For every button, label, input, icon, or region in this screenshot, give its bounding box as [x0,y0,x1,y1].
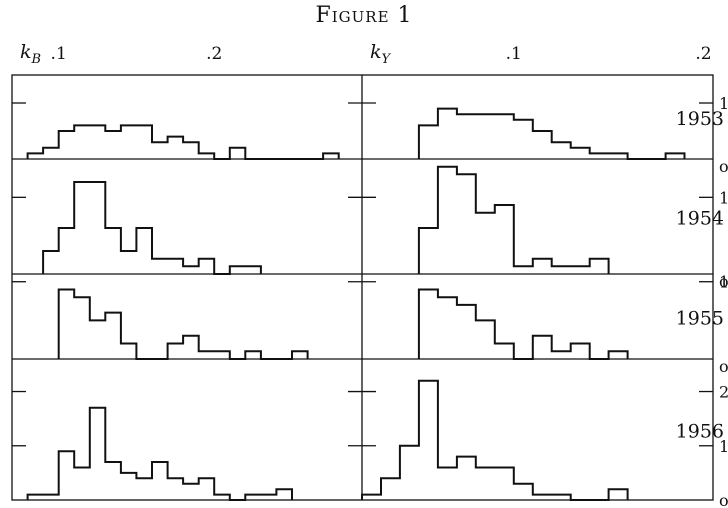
y-tick-label-1954: o [719,272,728,291]
x-tick-label-kB: .1 [51,44,67,64]
histogram-kY-1954 [417,165,610,274]
histogram-kY-1955 [417,288,629,360]
x-axis-label-kY: kY [370,41,392,67]
y-tick-label-1955: 10 [719,273,728,292]
year-label-1955: 1955 [676,308,724,330]
histogram-kB-1956 [26,406,293,501]
y-tick-label-1953: o [719,157,728,176]
year-label-1954: 1954 [676,208,724,230]
x-axis-label-kB: kB [20,41,41,67]
y-tick-label-1956: o [719,491,728,508]
y-tick-label-1956: 10 [719,437,728,456]
x-tick-label-kY: .1 [506,44,522,64]
year-label-1956: 1956 [676,421,724,443]
y-tick-label-1956: 20 [719,383,728,402]
histogram-kB-1953 [26,124,340,160]
y-tick-label-1953: 10 [719,94,728,113]
x-tick-label-kY: .2 [695,44,711,64]
y-tick-label-1955: o [719,357,728,376]
y-tick-label-1954: 10 [719,188,728,207]
histogram-kY-1953 [417,107,686,160]
x-tick-label-kB: .2 [206,44,222,64]
year-label-1953: 1953 [676,108,724,130]
histogram-kY-1956 [361,379,629,501]
histogram-kB-1954 [42,181,262,275]
figure-title: Figure 1 [315,3,413,28]
histogram-kB-1955 [57,288,309,360]
